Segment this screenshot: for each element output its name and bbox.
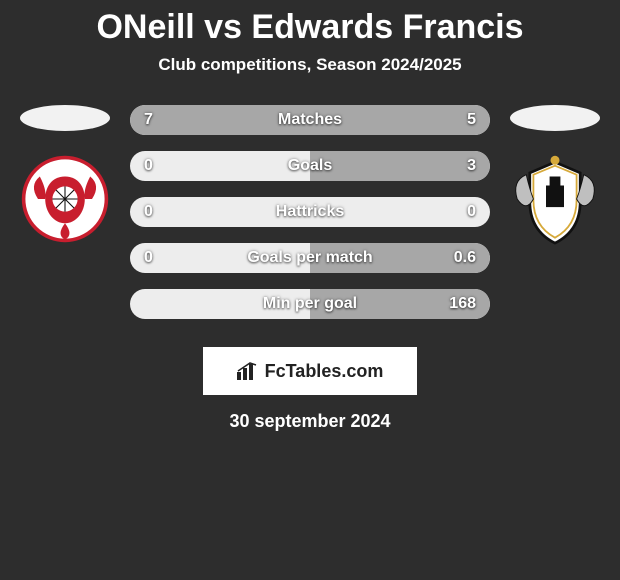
- stat-label: Goals per match: [247, 249, 372, 267]
- stat-row: 0 Hattricks 0: [130, 197, 490, 227]
- bar-chart-icon: [237, 362, 259, 380]
- right-player-oval: [510, 105, 600, 131]
- stat-left-value: 0: [144, 203, 153, 221]
- stat-right-value: 0.6: [454, 249, 476, 267]
- stat-row: 0 Goals 3: [130, 151, 490, 181]
- left-club-crest-icon: [20, 149, 110, 249]
- subtitle: Club competitions, Season 2024/2025: [0, 55, 620, 75]
- page-title: ONeill vs Edwards Francis: [0, 0, 620, 47]
- stat-label: Hattricks: [276, 203, 344, 221]
- left-player-column: [10, 105, 120, 249]
- right-player-column: [500, 105, 610, 249]
- stat-fill-right: [310, 151, 490, 181]
- left-player-oval: [20, 105, 110, 131]
- comparison-layout: 7 Matches 5 0 Goals 3 0 Hattricks 0 0 Go…: [0, 105, 620, 335]
- stat-right-value: 5: [467, 111, 476, 129]
- stat-right-value: 168: [449, 295, 476, 313]
- stat-row: 7 Matches 5: [130, 105, 490, 135]
- stat-row: Min per goal 168: [130, 289, 490, 319]
- stat-left-value: 7: [144, 111, 153, 129]
- stat-label: Goals: [288, 157, 332, 175]
- stat-left-value: 0: [144, 157, 153, 175]
- brand-badge: FcTables.com: [203, 347, 417, 395]
- date-text: 30 september 2024: [0, 411, 620, 432]
- right-club-crest-icon: [510, 149, 600, 249]
- stat-row: 0 Goals per match 0.6: [130, 243, 490, 273]
- stat-right-value: 0: [467, 203, 476, 221]
- brand-text: FcTables.com: [265, 361, 384, 382]
- stat-right-value: 3: [467, 157, 476, 175]
- stat-left-value: 0: [144, 249, 153, 267]
- stats-container: 7 Matches 5 0 Goals 3 0 Hattricks 0 0 Go…: [120, 105, 500, 335]
- stat-label: Matches: [278, 111, 342, 129]
- stat-label: Min per goal: [263, 295, 357, 313]
